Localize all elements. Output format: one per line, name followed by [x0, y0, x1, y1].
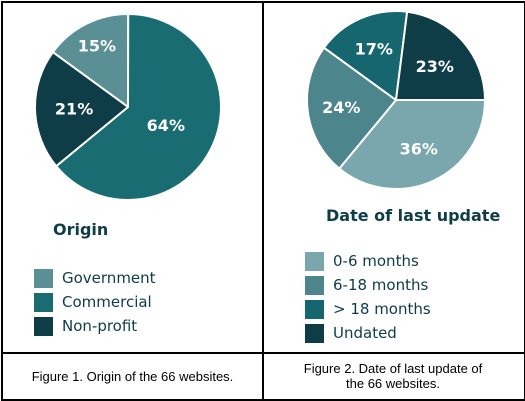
pie-slice-6-18-months — [306, 46, 397, 170]
legend-item-undated: Undated — [305, 321, 431, 345]
slice-label-over-18-months: 17% — [355, 40, 393, 59]
update-chart-title: Date of last update — [326, 206, 501, 225]
slice-label-commercial: 64% — [147, 116, 185, 135]
figure-1-caption: Figure 1. Origin of the 66 websites. — [31, 368, 234, 384]
legend-item-over-18-months: > 18 months — [305, 297, 431, 321]
pie-slice-government — [51, 13, 130, 108]
update-chart-panel: 36% 24% 17% 23% Date of last update 0-6 mon… — [264, 3, 522, 352]
pie-slice-commercial — [55, 13, 222, 201]
legend-swatch-over-18-months — [305, 299, 324, 319]
legend-item-6-18-months: 6-18 months — [305, 273, 431, 297]
legend-item-nonprofit: Non-profit — [34, 314, 156, 338]
legend-swatch-government — [34, 268, 53, 288]
origin-chart-title: Origin — [53, 220, 109, 239]
origin-pie-chart: 15% 64% 21% — [34, 13, 222, 201]
legend-item-commercial: Commercial — [34, 290, 156, 314]
update-pie-chart: 36% 24% 17% 23% — [306, 10, 486, 190]
vertical-divider — [262, 1, 264, 399]
origin-chart-panel: 15% 64% 21% Origin Government Commercial N… — [3, 3, 262, 352]
slice-label-nonprofit: 21% — [55, 100, 93, 119]
pie-slice-nonprofit — [34, 51, 129, 168]
legend-label-nonprofit: Non-profit — [62, 317, 138, 335]
legend-label-6-18-months: 6-18 months — [333, 276, 429, 294]
legend-swatch-undated — [305, 323, 324, 343]
legend-swatch-commercial — [34, 292, 53, 312]
slice-label-undated: 23% — [416, 57, 454, 76]
legend-swatch-0-6-months — [305, 251, 324, 271]
slice-label-0-6-months: 36% — [400, 139, 438, 158]
update-legend: 0-6 months 6-18 months > 18 months Undat… — [305, 249, 431, 345]
legend-swatch-6-18-months — [305, 275, 324, 295]
legend-label-over-18-months: > 18 months — [333, 300, 431, 318]
legend-swatch-nonprofit — [34, 316, 53, 336]
legend-label-government: Government — [62, 269, 156, 287]
slice-label-government: 15% — [78, 37, 116, 56]
pie-slice-0-6-months — [338, 99, 486, 190]
legend-label-0-6-months: 0-6 months — [333, 252, 419, 270]
pie-slice-undated — [395, 10, 486, 101]
legend-item-0-6-months: 0-6 months — [305, 249, 431, 273]
figure-2-caption: Figure 2. Date of last update of the 66 … — [303, 361, 483, 391]
legend-label-undated: Undated — [333, 324, 397, 342]
horizontal-divider — [1, 352, 524, 354]
origin-legend: Government Commercial Non-profit — [34, 266, 156, 338]
legend-item-government: Government — [34, 266, 156, 290]
legend-label-commercial: Commercial — [62, 293, 152, 311]
slice-label-6-18-months: 24% — [322, 98, 360, 117]
pie-slice-over-18-months — [322, 10, 409, 101]
